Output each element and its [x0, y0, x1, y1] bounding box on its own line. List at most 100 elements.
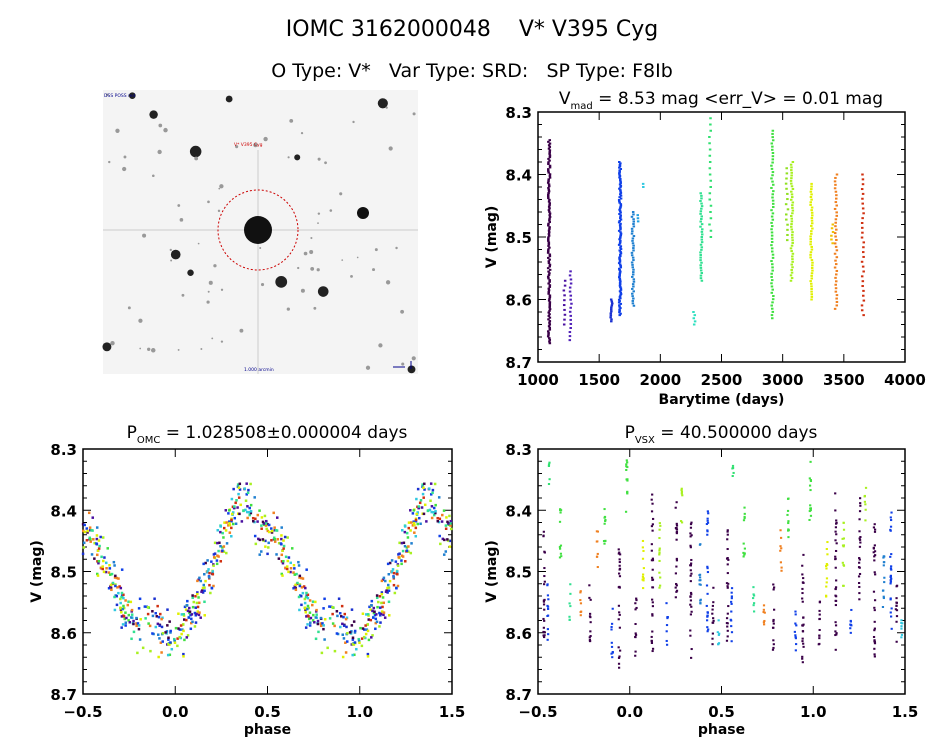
data-point: [658, 522, 661, 525]
data-point: [93, 541, 96, 545]
data-point: [333, 649, 337, 653]
data-point: [387, 600, 391, 604]
data-point: [858, 510, 862, 513]
finder-star: [217, 209, 221, 213]
data-point: [382, 576, 386, 580]
data-point: [258, 553, 261, 556]
data-point: [618, 169, 621, 172]
data-point: [273, 540, 277, 543]
data-point: [810, 282, 813, 285]
data-point: [432, 506, 436, 510]
data-point: [860, 221, 864, 224]
data-point: [225, 521, 228, 524]
data-point: [709, 204, 713, 207]
data-point: [689, 580, 692, 583]
data-point: [881, 589, 885, 592]
data-point: [617, 198, 621, 201]
data-point: [190, 617, 193, 621]
data-point: [441, 513, 444, 517]
lightcurve-title: Vmad = 8.53 mag <err_V> = 0.01 mag: [559, 89, 883, 112]
data-point: [285, 567, 289, 571]
data-point: [345, 625, 348, 629]
data-point: [366, 623, 369, 626]
data-point: [228, 520, 231, 523]
data-point: [267, 530, 271, 534]
data-point: [116, 586, 119, 589]
data-point: [316, 619, 320, 623]
data-point: [849, 619, 852, 622]
data-point: [834, 190, 838, 193]
data-point: [681, 494, 684, 497]
data-point: [367, 613, 370, 616]
data-point: [770, 307, 774, 310]
data-point: [680, 490, 684, 493]
data-point: [626, 492, 629, 495]
data-point: [873, 627, 876, 630]
data-point: [726, 529, 729, 532]
data-point: [890, 511, 893, 514]
data-point: [602, 540, 606, 543]
data-point: [731, 464, 735, 467]
data-point: [802, 623, 805, 626]
data-point: [155, 615, 159, 618]
data-point: [611, 607, 614, 610]
data-point: [132, 630, 136, 634]
data-point: [548, 280, 551, 283]
data-point: [790, 225, 793, 228]
data-point: [546, 628, 549, 631]
data-point: [791, 233, 794, 236]
data-point: [119, 597, 122, 601]
data-point: [244, 508, 247, 512]
data-point: [428, 508, 432, 512]
finder-star: [163, 127, 168, 133]
data-point: [298, 584, 302, 588]
data-point: [563, 299, 566, 302]
data-point: [706, 630, 709, 633]
data-point: [161, 616, 164, 620]
finder-stars: [102, 92, 416, 374]
title-rest: = 40.500000 days: [655, 423, 818, 443]
finder-star: [317, 222, 319, 224]
data-point: [543, 608, 546, 611]
data-point: [145, 605, 148, 609]
data-point: [619, 214, 622, 217]
data-point: [810, 277, 814, 280]
data-point: [369, 618, 373, 622]
data-point: [850, 608, 853, 611]
data-point: [631, 302, 635, 305]
data-point: [234, 522, 238, 526]
data-point: [547, 171, 550, 174]
data-point: [137, 607, 141, 610]
data-point: [790, 228, 794, 231]
data-point: [563, 313, 567, 316]
data-point: [858, 561, 861, 564]
data-point: [423, 482, 426, 486]
data-point: [706, 533, 709, 536]
data-point: [730, 602, 733, 605]
data-point: [343, 612, 347, 616]
data-point: [447, 522, 450, 525]
data-point: [216, 554, 219, 557]
data-point: [314, 637, 318, 641]
data-point: [770, 272, 773, 275]
data-point: [82, 529, 85, 533]
data-point: [784, 203, 788, 206]
data-point: [319, 624, 323, 628]
data-point: [156, 622, 160, 626]
data-point: [449, 519, 453, 523]
data-point: [206, 559, 209, 562]
data-point: [156, 604, 159, 608]
data-point: [335, 632, 339, 635]
data-point: [790, 171, 793, 174]
data-point: [286, 559, 290, 563]
data-point: [400, 562, 403, 566]
data-point: [650, 549, 653, 552]
data-point: [352, 620, 356, 623]
data-point: [810, 224, 813, 227]
title-rest: = 1.028508±0.000004 days: [160, 423, 407, 443]
data-point: [858, 537, 861, 540]
data-point: [882, 564, 885, 567]
finder-corner-label: DSS POSS red: [104, 93, 136, 99]
data-point: [301, 591, 305, 595]
data-point: [619, 168, 623, 171]
